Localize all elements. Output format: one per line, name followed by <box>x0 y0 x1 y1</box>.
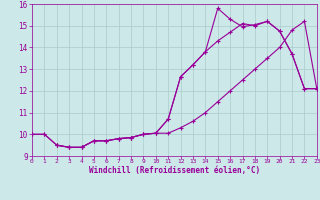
X-axis label: Windchill (Refroidissement éolien,°C): Windchill (Refroidissement éolien,°C) <box>89 166 260 175</box>
